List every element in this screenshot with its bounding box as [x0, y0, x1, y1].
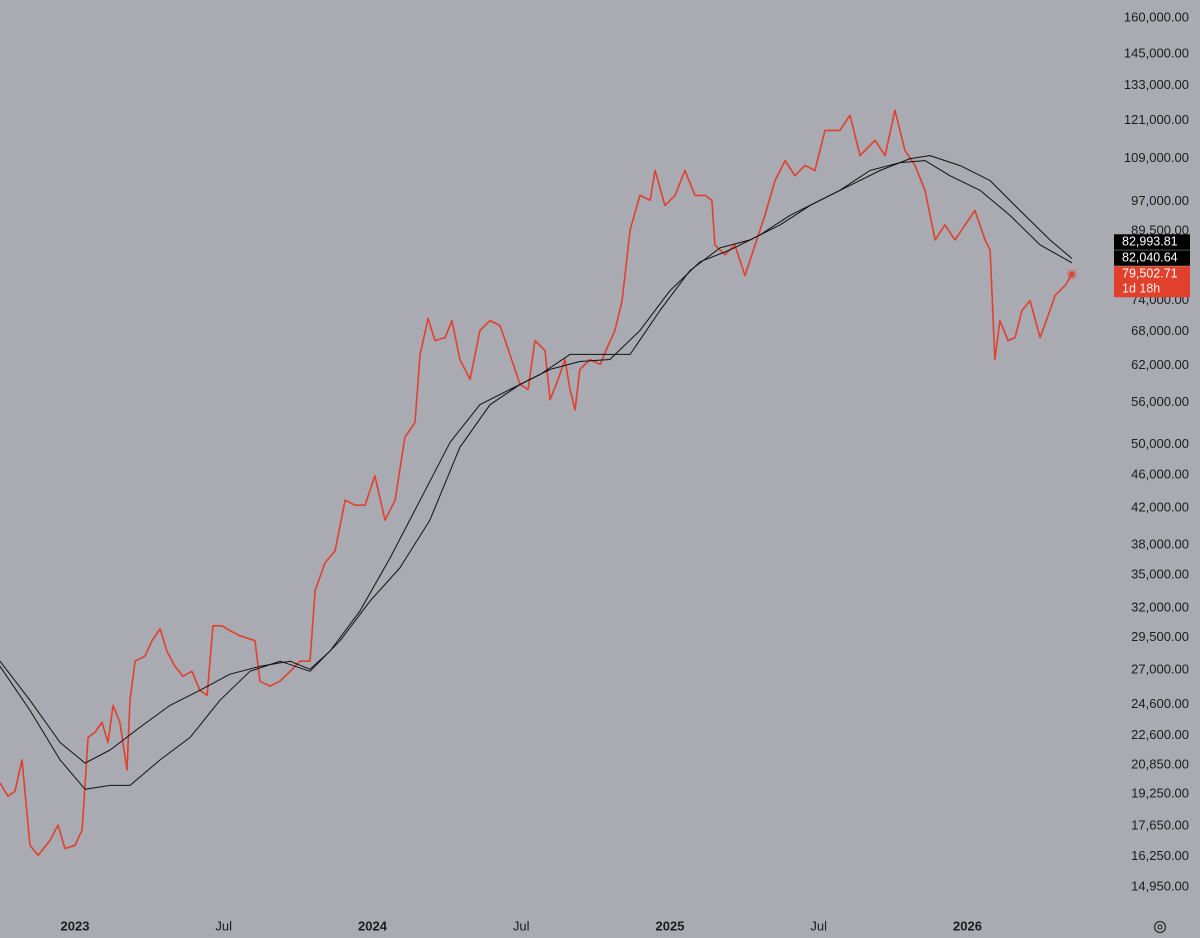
- y-tick-label: 24,600.00: [1131, 696, 1189, 711]
- y-tick-label: 22,600.00: [1131, 727, 1189, 742]
- y-tick-label: 42,000.00: [1131, 500, 1189, 515]
- plot-area: [0, 109, 1077, 856]
- y-tick-label: 56,000.00: [1131, 394, 1189, 409]
- y-tick-label: 50,000.00: [1131, 436, 1189, 451]
- y-tick-label: 121,000.00: [1124, 112, 1189, 127]
- y-tick-label: 46,000.00: [1131, 466, 1189, 481]
- last-point: [1069, 271, 1075, 277]
- price-line: [0, 109, 1073, 856]
- price-tag-label: 82,040.64: [1122, 251, 1178, 265]
- x-tick-label: 2025: [656, 918, 685, 933]
- price-tag: [1114, 266, 1190, 298]
- x-tick-label: Jul: [513, 918, 530, 933]
- y-tick-label: 17,650.00: [1131, 818, 1189, 833]
- x-tick-label: 2024: [358, 918, 388, 933]
- x-tick-label: 2023: [61, 918, 90, 933]
- x-tick-label: Jul: [810, 918, 827, 933]
- price-tag: [1114, 250, 1190, 266]
- y-tick-label: 109,000.00: [1124, 150, 1189, 165]
- y-tick-label: 35,000.00: [1131, 567, 1189, 582]
- y-tick-label: 38,000.00: [1131, 536, 1189, 551]
- y-tick-label: 145,000.00: [1124, 45, 1189, 60]
- y-tick-label: 16,250.00: [1131, 848, 1189, 863]
- settings-icon[interactable]: [1153, 920, 1167, 934]
- y-tick-label: 133,000.00: [1124, 77, 1189, 92]
- y-tick-label: 160,000.00: [1124, 9, 1189, 24]
- x-tick-label: Jul: [215, 918, 232, 933]
- axes: 160,000.00 145,000.00 133,000.00 121,000.00…: [61, 9, 1189, 933]
- y-tick-label: 29,500.00: [1131, 629, 1189, 644]
- y-tick-label: 62,000.00: [1131, 357, 1189, 372]
- y-tick-label: 89,500.00: [1131, 222, 1189, 237]
- y-tick-label: 14,950.00: [1131, 878, 1189, 893]
- price-tag: [1114, 234, 1190, 250]
- y-tick-label: 68,000.00: [1131, 323, 1189, 338]
- y-tick-label: 32,000.00: [1131, 599, 1189, 614]
- countdown-label: 1d 18h: [1122, 282, 1160, 296]
- y-tick-label: 97,000.00: [1131, 193, 1189, 208]
- price-tag-label: 79,502.71: [1122, 267, 1178, 281]
- y-tick-label: 20,850.00: [1131, 756, 1189, 771]
- x-tick-label: 2026: [953, 918, 982, 933]
- moving-average-line: [0, 155, 1073, 790]
- price-tag-label: 82,993.81: [1122, 235, 1178, 249]
- y-tick-label: 19,250.00: [1131, 786, 1189, 801]
- y-tick-label: 27,000.00: [1131, 662, 1189, 677]
